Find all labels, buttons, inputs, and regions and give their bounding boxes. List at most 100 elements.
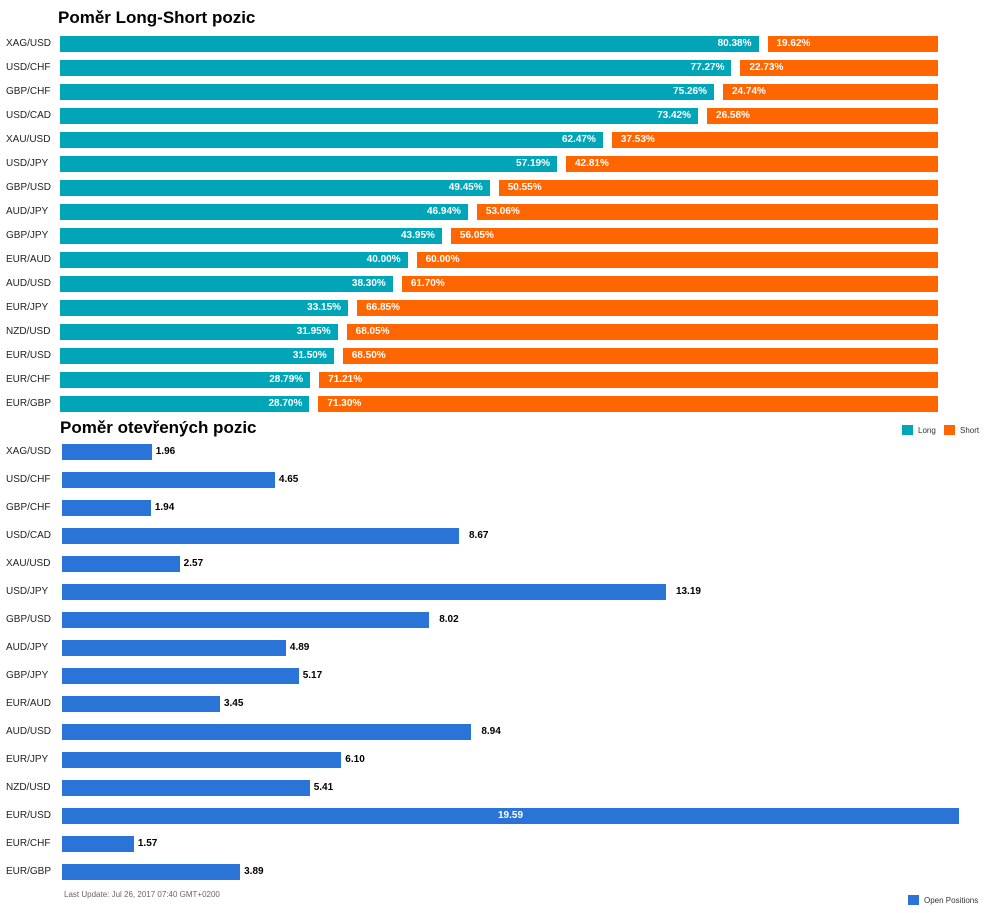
open-positions-bar [62,808,959,824]
category-label: USD/CHF [6,62,51,73]
open-positions-bar [62,864,241,880]
category-label: AUD/JPY [6,642,49,653]
long-bar [60,396,310,412]
long-value-label: 46.94% [426,206,461,217]
category-label: USD/JPY [6,586,49,597]
last-update-text: Last Update: Jul 26, 2017 07:40 GMT+0200 [64,890,220,899]
short-value-label: 68.05% [355,326,390,337]
long-short-chart-title: Poměr Long-Short pozic [58,8,256,27]
category-label: USD/CHF [6,474,51,485]
category-label: AUD/USD [6,278,52,289]
short-bar [476,204,938,220]
long-bar [60,60,732,76]
short-bar [319,372,938,388]
category-label: EUR/GBP [6,866,52,877]
short-bar [401,276,938,292]
long-value-label: 28.70% [268,398,303,409]
long-value-label: 31.95% [296,326,331,337]
category-label: EUR/AUD [6,698,52,709]
open-positions-value-label: 8.67 [468,530,489,541]
short-value-label: 42.81% [574,158,609,169]
short-value-label: 22.73% [749,62,784,73]
category-label: XAG/USD [6,38,52,49]
short-value-label: 53.06% [485,206,520,217]
open-positions-bar [62,668,299,684]
open-positions-value-label: 19.59 [497,810,524,821]
category-label: XAU/USD [6,558,51,569]
long-value-label: 38.30% [351,278,386,289]
legend-short-swatch [944,425,955,435]
open-positions-bar [62,640,286,656]
open-positions-bar [62,612,430,628]
long-bar [60,84,714,100]
category-label: NZD/USD [6,782,51,793]
open-positions-bar [62,780,310,796]
legend-open-positions: Open Positions [908,895,978,905]
legend-long: Long [902,425,936,435]
open-positions-value-label: 5.17 [302,670,323,681]
open-positions-value-label: 3.89 [244,866,264,877]
long-bar [60,252,408,268]
open-positions-value-label: 4.65 [278,474,299,485]
category-label: EUR/JPY [6,754,49,765]
category-label: NZD/USD [6,326,51,337]
category-label: EUR/CHF [6,838,51,849]
open-positions-bar [62,836,134,852]
long-value-label: 80.38% [717,38,752,49]
short-bar [740,60,938,76]
long-bar [60,228,442,244]
open-positions-bar [62,584,666,600]
long-bar [60,132,603,148]
legend-open-label: Open Positions [924,895,979,905]
open-positions-bar [62,472,275,488]
legend-long-swatch [902,425,913,435]
legend-short: Short [944,425,979,435]
open-positions-value-label: 1.57 [137,838,158,849]
category-label: AUD/USD [6,726,52,737]
short-bar [450,228,938,244]
long-bar [60,324,338,340]
short-value-label: 68.50% [351,350,386,361]
short-value-label: 26.58% [716,110,750,121]
short-value-label: 50.55% [507,182,542,193]
short-bar [565,156,938,172]
long-bar [60,348,334,364]
short-value-label: 71.21% [328,374,363,385]
long-value-label: 57.19% [516,158,550,169]
open-positions-bar [62,528,459,544]
open-positions-value-label: 8.02 [439,614,459,625]
category-label: AUD/JPY [6,206,49,217]
category-label: EUR/USD [6,350,52,361]
short-bar [342,348,938,364]
short-value-label: 24.74% [732,86,766,97]
long-value-label: 49.45% [448,182,483,193]
open-positions-value-label: 13.19 [675,586,701,597]
open-positions-bar [62,724,472,740]
open-positions-value-label: 1.96 [155,446,176,457]
long-value-label: 28.79% [269,374,304,385]
open-positions-value-label: 5.41 [313,782,334,793]
long-bar [60,372,311,388]
short-value-label: 56.05% [459,230,494,241]
open-positions-value-label: 2.57 [183,558,204,569]
category-label: GBP/USD [6,614,52,625]
short-bar [416,252,938,268]
short-bar [723,84,938,100]
open-positions-chart-title: Poměr otevřených pozic [60,418,257,437]
open-positions-bar [62,752,342,768]
category-label: EUR/USD [6,810,52,821]
open-positions-value-label: 3.45 [223,698,244,709]
long-value-label: 77.27% [690,62,725,73]
long-value-label: 33.15% [307,302,342,313]
long-bar [60,108,699,124]
open-positions-bar [62,500,151,516]
category-label: GBP/CHF [6,86,51,97]
category-label: GBP/CHF [6,502,51,513]
short-value-label: 37.53% [620,134,655,145]
long-value-label: 62.47% [561,134,596,145]
category-label: XAU/USD [6,134,51,145]
long-bar [60,180,490,196]
short-value-label: 71.30% [327,398,362,409]
category-label: EUR/AUD [6,254,52,265]
category-label: EUR/JPY [6,302,49,313]
